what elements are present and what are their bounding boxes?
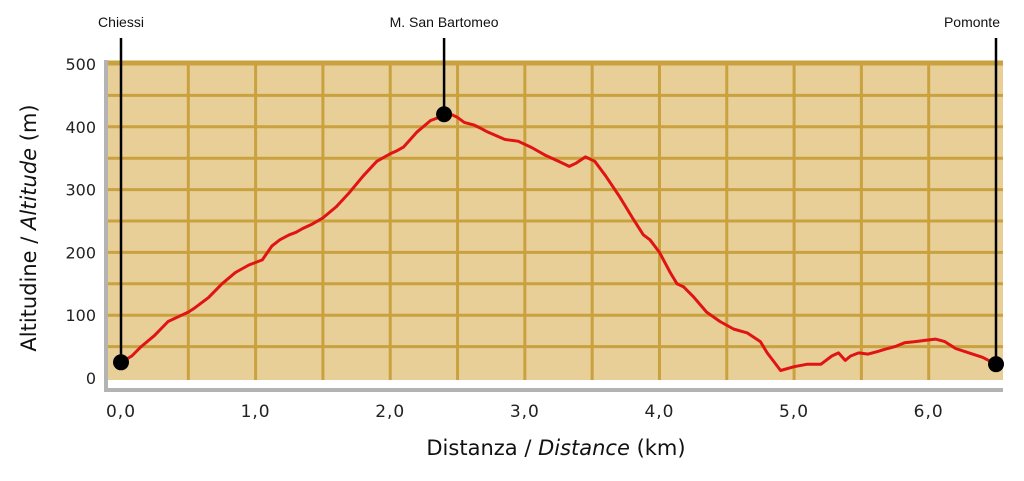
x-tick-label: 6,0 — [914, 402, 944, 422]
x-axis-title: Distanza / Distance (km) — [426, 436, 685, 460]
x-tick-label: 0,0 — [106, 402, 136, 422]
waypoint-label: M. San Bartomeo — [390, 14, 499, 30]
waypoint-label: Chiessi — [98, 14, 144, 30]
waypoint-label: Pomonte — [944, 14, 1000, 30]
y-tick-label: 300 — [65, 181, 96, 200]
x-tick-label: 2,0 — [375, 402, 405, 422]
x-tick-label: 5,0 — [779, 402, 809, 422]
x-tick-label: 1,0 — [241, 402, 271, 422]
profile-layer — [120, 112, 997, 372]
y-tick-label: 100 — [65, 306, 96, 325]
y-tick-label: 0 — [86, 369, 96, 388]
x-tick-label: 4,0 — [644, 402, 674, 422]
x-tick-label: 3,0 — [510, 402, 540, 422]
grid-lines — [108, 60, 1003, 380]
tick-labels: 0 100 200 300 400 500 0,0 1,0 2,0 3,0 4,0 5,0 6,0 — [65, 55, 944, 422]
waypoint-marker — [113, 354, 129, 371]
waypoint-marker — [988, 356, 1004, 373]
waypoint-layer: Chiessi M. San Bartomeo Pomonte — [98, 14, 1004, 373]
y-tick-label: 400 — [65, 118, 96, 137]
y-tick-label: 200 — [65, 243, 96, 262]
elevation-profile-line — [120, 112, 997, 372]
axes — [104, 60, 1003, 392]
y-tick-label: 500 — [65, 55, 96, 74]
y-axis-title: Altitudine / Altitude (m) — [17, 104, 41, 351]
waypoint-marker — [436, 106, 453, 123]
